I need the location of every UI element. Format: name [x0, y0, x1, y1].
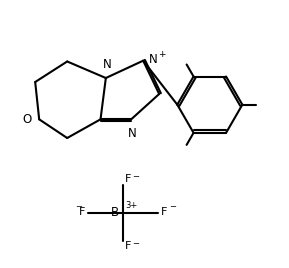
- Text: +: +: [158, 50, 165, 59]
- Text: F: F: [79, 207, 85, 217]
- Text: N: N: [103, 58, 112, 71]
- Text: −: −: [75, 202, 82, 211]
- Text: F: F: [125, 241, 132, 251]
- Text: N: N: [128, 127, 137, 140]
- Text: −: −: [132, 172, 140, 181]
- Text: N: N: [149, 53, 158, 66]
- Text: −: −: [132, 239, 140, 248]
- Text: F: F: [125, 174, 132, 184]
- Text: −: −: [169, 202, 176, 211]
- Text: O: O: [23, 113, 32, 126]
- Text: F: F: [161, 207, 168, 217]
- Text: B: B: [111, 206, 119, 219]
- Text: 3+: 3+: [125, 201, 138, 210]
